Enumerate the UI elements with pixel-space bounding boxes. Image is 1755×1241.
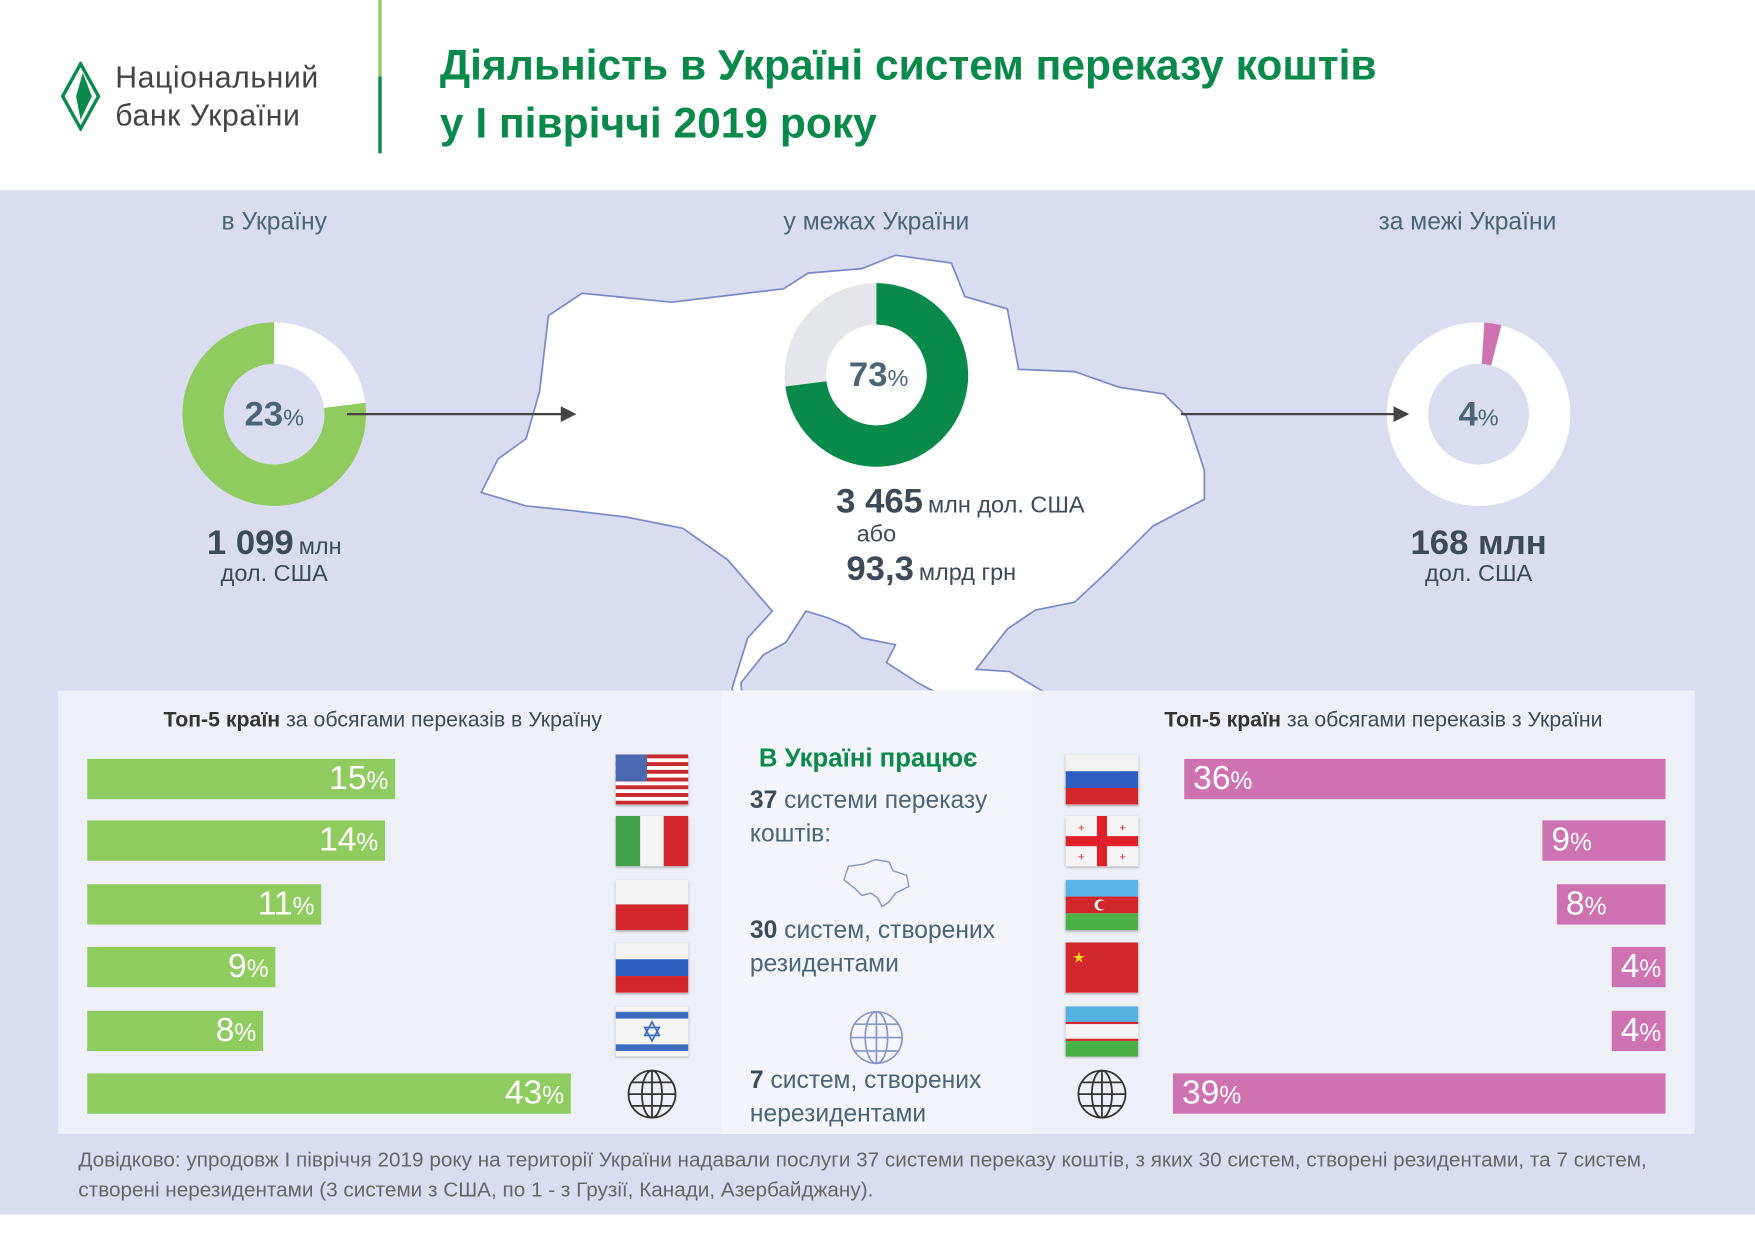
- bar-percent-sign: %: [234, 1018, 257, 1047]
- domestic-amount-uah: 93,3 млрд грн: [846, 548, 1017, 588]
- bar-value: 4: [1620, 1011, 1640, 1049]
- footnote: Довідково: упродовж І півріччя 2019 року…: [78, 1147, 1647, 1202]
- donut-domestic-slice: [785, 283, 969, 467]
- label-inbound: в Україну: [221, 207, 327, 236]
- label-outbound: за межі України: [1378, 207, 1557, 236]
- title-line1: Діяльність в Україні систем переказу кош…: [439, 42, 1377, 90]
- bar-value: 15: [329, 760, 367, 797]
- bar-percent-sign: %: [1570, 828, 1592, 857]
- bar-value: 8: [1565, 885, 1585, 923]
- top-in-heading: Топ-5 країн за обсягами переказів в Укра…: [163, 708, 603, 733]
- bar-outbound-2: 9%: [1542, 820, 1666, 861]
- title-line2: у І півріччі 2019 року: [439, 100, 877, 148]
- flag-israel-icon: [615, 1006, 689, 1057]
- bar-value: 8: [215, 1011, 235, 1049]
- bar-inbound-1: 15%: [87, 758, 396, 800]
- page-title: Діяльність в Україні систем переказу кош…: [440, 37, 1377, 153]
- flag-russia-icon: [615, 942, 689, 993]
- donut-domestic-rest: [784, 283, 877, 387]
- arrow-out-head: [1393, 406, 1410, 422]
- bar-outbound-5: 4%: [1611, 1010, 1666, 1052]
- donut-inbound-rest: [182, 322, 367, 506]
- bar-percent-sign: %: [1219, 1081, 1242, 1110]
- header-divider: [378, 0, 382, 154]
- bar-value: 9: [1551, 821, 1571, 859]
- outbound-currency: дол. США: [1424, 560, 1533, 587]
- outbound-amount: 168 млн: [1410, 522, 1547, 562]
- domestic-or: або: [856, 521, 897, 548]
- bar-percent-sign: %: [1230, 766, 1253, 795]
- logo-line2: банк України: [115, 98, 301, 133]
- outbound-percent: 4%: [1458, 393, 1499, 434]
- bar-value: 14: [319, 821, 357, 859]
- donut-outbound-rest: [1386, 322, 1571, 506]
- flag-poland-icon: [615, 879, 689, 931]
- donut-outbound-slice: [1481, 322, 1502, 366]
- systems-residents: 30 систем, створених резидентами: [749, 915, 996, 978]
- domestic-percent: 73%: [848, 354, 909, 394]
- globe-icon: [616, 1069, 689, 1119]
- systems-title: В Україні працює: [758, 743, 978, 773]
- bar-percent-sign: %: [366, 766, 389, 795]
- systems-total: 37 системи переказу коштів:: [749, 785, 988, 848]
- svg-text:+: +: [1078, 852, 1085, 864]
- bar-percent-sign: %: [292, 892, 315, 921]
- flag-uzbekistan-icon: [1065, 1006, 1139, 1057]
- bar-value: 11: [257, 885, 293, 923]
- logo-line1: Національний: [115, 60, 319, 95]
- svg-text:+: +: [1119, 852, 1126, 864]
- flag-china-icon: ★: [1065, 942, 1139, 993]
- bar-outbound-1: 36%: [1184, 758, 1666, 800]
- flag-azerbaijan-icon: [1065, 879, 1139, 931]
- bar-value: 36: [1193, 760, 1231, 797]
- arrow-in-head: [560, 406, 577, 422]
- bar-inbound-6: 43%: [87, 1073, 571, 1114]
- bar-percent-sign: %: [1584, 892, 1607, 921]
- flag-italy-icon: [615, 815, 689, 867]
- nbu-logo-icon: [60, 61, 101, 131]
- top-out-heading: Топ-5 країн за обсягами переказів з Укра…: [1164, 708, 1603, 733]
- bar-outbound-3: 8%: [1556, 884, 1666, 925]
- domestic-amount: 3 465 млн дол. США: [836, 481, 1085, 521]
- label-domestic: у межах України: [783, 207, 970, 236]
- bar-percent-sign: %: [1639, 1018, 1662, 1047]
- bar-value: 9: [228, 948, 247, 985]
- bar-value: 43: [504, 1074, 543, 1112]
- bar-inbound-3: 11%: [87, 884, 322, 925]
- bar-percent-sign: %: [246, 954, 269, 983]
- flag-russia-icon: [1065, 754, 1139, 805]
- inbound-percent: 23%: [244, 393, 304, 434]
- bar-inbound-4: 9%: [87, 946, 276, 988]
- bar-percent-sign: %: [542, 1081, 565, 1110]
- bar-outbound-4: 4%: [1611, 946, 1666, 988]
- svg-text:+: +: [1078, 823, 1085, 835]
- bar-outbound-6: 39%: [1173, 1073, 1666, 1114]
- bar-inbound-2: 14%: [87, 820, 386, 861]
- globe-icon: [849, 1011, 903, 1065]
- bar-value: 39: [1181, 1074, 1220, 1112]
- bar-percent-sign: %: [1639, 954, 1662, 983]
- svg-text:★: ★: [1072, 951, 1085, 967]
- inbound-amount: 1 099 млн: [206, 522, 342, 562]
- bar-percent-sign: %: [356, 828, 379, 857]
- nbu-logo-text: Національний банк України: [115, 58, 319, 134]
- bar-inbound-5: 8%: [87, 1010, 264, 1052]
- donut-inbound-slice: [274, 322, 366, 408]
- svg-text:+: +: [1119, 823, 1126, 835]
- flag-georgia-icon: + + + +: [1065, 815, 1139, 867]
- flag-usa-icon: [615, 754, 689, 805]
- bar-value: 4: [1620, 948, 1640, 985]
- globe-icon: [1066, 1069, 1139, 1119]
- systems-nonresidents: 7 систем, створених нерезидентами: [749, 1065, 982, 1128]
- ukraine-outline-icon: [843, 858, 910, 908]
- inbound-currency: дол. США: [220, 560, 328, 587]
